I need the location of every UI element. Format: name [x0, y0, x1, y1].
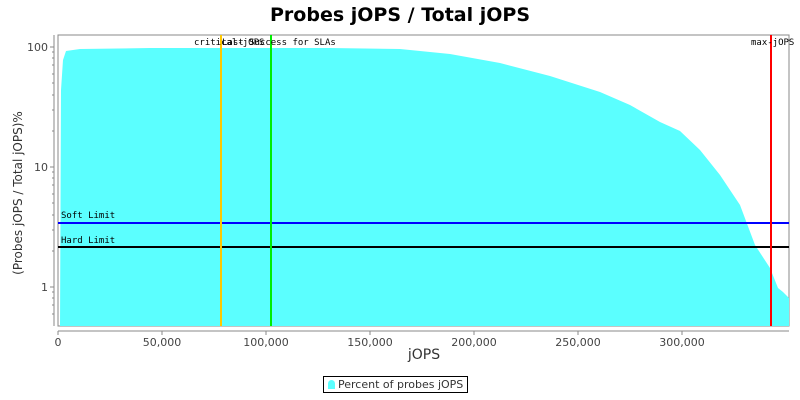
critical-jops-label: critical-jOPS: [194, 38, 264, 48]
x-axis-ticks: [57, 331, 683, 335]
x-tick-300000: 300,000: [659, 336, 705, 349]
soft-limit-label: Soft Limit: [61, 211, 115, 221]
x-tick-250000: 250,000: [555, 336, 601, 349]
y-tick-10: 10: [34, 161, 48, 174]
x-tick-0: 0: [55, 336, 62, 349]
legend-swatch-icon: [328, 380, 335, 389]
legend-label: Percent of probes jOPS: [338, 378, 464, 391]
last-success-label: Last Success for SLAs: [222, 38, 336, 48]
max-jops-label: max-jOPS: [751, 38, 794, 48]
y-axis-ticks: [50, 46, 54, 315]
y-tick-100: 100: [27, 41, 48, 54]
x-tick-50000: 50,000: [143, 336, 182, 349]
hard-limit-label: Hard Limit: [61, 236, 115, 246]
area-series-percent-probes: [60, 48, 789, 326]
x-tick-100000: 100,000: [243, 336, 289, 349]
x-axis-label: jOPS: [407, 347, 441, 363]
y-tick-1: 1: [41, 281, 48, 294]
legend: Percent of probes jOPS: [323, 376, 469, 393]
chart-title: Probes jOPS / Total jOPS: [270, 4, 530, 26]
x-tick-200000: 200,000: [451, 336, 497, 349]
x-tick-150000: 150,000: [347, 336, 393, 349]
